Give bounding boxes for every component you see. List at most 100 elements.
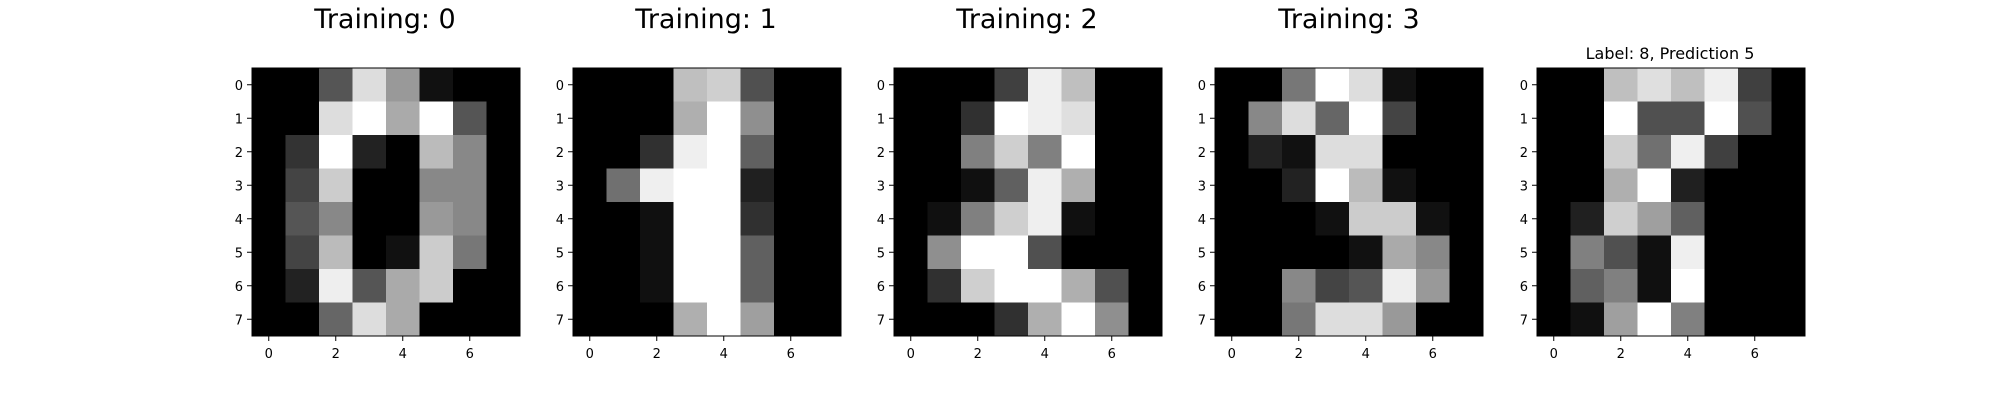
pixel-cell [1315,68,1350,102]
pixel-cell [774,168,808,203]
y-tick-label: 1 [877,112,885,127]
pixel-cell [1028,302,1062,337]
pixel-cell [1315,269,1350,303]
axes-frame [893,67,1163,337]
pixel-cell [1449,235,1484,270]
pixel-cell [1282,101,1316,136]
y-tick-label: 1 [235,112,243,127]
pixel-cell [1061,202,1096,236]
pixel-cell [606,68,641,102]
pixel-cell [707,101,741,136]
pixel-cell [927,168,962,203]
pixel-cell [1028,269,1062,303]
pixel-cell [1604,302,1638,337]
y-tick-label: 5 [556,246,564,261]
pixel-cell [1604,68,1638,102]
y-tick-label: 6 [1198,280,1206,295]
y-tick-label: 5 [877,246,885,261]
pixel-cell [1028,168,1062,203]
x-tick-label: 2 [332,347,340,362]
pixel-cell [285,302,320,337]
pixel-cell [573,302,607,337]
y-tick-label: 0 [235,79,243,94]
pixel-cell [1704,68,1739,102]
y-tick-label: 1 [1520,112,1528,127]
axes: 0 1 2 3 4 5 6 7 0 2 4 6 [1520,67,1806,362]
pixel-cell [606,168,641,203]
pixel-cell [1449,68,1484,102]
pixel-cell [1061,68,1096,102]
pixel-cell [1349,168,1383,203]
y-tick-label: 6 [877,280,885,295]
pixel-cell [352,269,387,303]
x-tick-label: 4 [1362,347,1370,362]
pixel-cell [1215,202,1249,236]
pixel-cell [1704,269,1739,303]
pixel-cell [1215,101,1249,136]
pixel-cell [1128,235,1163,270]
pixel-cell [453,168,487,203]
pixel-cell [1215,168,1249,203]
pixel-cell [453,302,487,337]
pixel-cell [1738,101,1772,136]
pixel-cell [1028,68,1062,102]
pixel-cell [1095,302,1129,337]
pixel-cell [1449,168,1484,203]
pixel-cell [774,202,808,236]
y-tick-label: 3 [1520,179,1528,194]
y-tick-label: 1 [556,112,564,127]
pixel-cell [486,269,521,303]
pixel-cell [673,168,708,203]
pixel-cell [1704,202,1739,236]
pixel-cell [927,135,962,169]
pixel-cell [386,302,420,337]
y-tick-label: 7 [1198,313,1206,328]
pixel-cell [1449,101,1484,136]
pixel-cell [252,135,286,169]
pixel-cell [1095,68,1129,102]
pixel-cell [1315,168,1350,203]
pixel-cell [1738,302,1772,337]
pixel-cell [740,168,775,203]
pixel-cell [1349,269,1383,303]
pixel-cell [1771,235,1806,270]
pixel-cell [1704,302,1739,337]
pixel-cell [573,269,607,303]
pixel-cell [1248,101,1283,136]
x-tick-label: 4 [1041,347,1049,362]
pixel-cell [1382,269,1417,303]
pixel-cell [1382,168,1417,203]
pixel-cell [1449,269,1484,303]
pixel-cell [1604,235,1638,270]
pixel-cell [640,68,674,102]
pixel-cell [319,101,353,136]
pixel-cell [640,135,674,169]
pixel-cell [1738,235,1772,270]
pixel-cell [894,202,928,236]
x-tick-label: 0 [1550,347,1558,362]
pixel-cell [1215,68,1249,102]
pixel-cell [927,68,962,102]
pixel-cell [1349,202,1383,236]
pixel-cell [640,269,674,303]
pixel-cell [1215,302,1249,337]
pixel-cell [707,269,741,303]
pixel-cell [319,235,353,270]
pixel-cell [1416,202,1450,236]
panel-title: Training: 1 [634,4,776,35]
pixel-grid [252,68,521,337]
pixel-cell [673,68,708,102]
pixel-cell [1215,235,1249,270]
pixel-cell [994,235,1029,270]
pixel-cell [1637,68,1672,102]
x-tick-label: 0 [586,347,594,362]
pixel-cell [419,101,454,136]
pixel-cell [1095,235,1129,270]
pixel-cell [927,302,962,337]
pixel-cell [1028,235,1062,270]
pixel-cell [1537,135,1571,169]
x-tick-label: 0 [1228,347,1236,362]
y-tick-label: 3 [556,179,564,194]
pixel-cell [673,269,708,303]
